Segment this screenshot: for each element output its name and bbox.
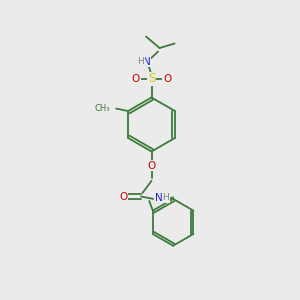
Text: N: N: [143, 57, 151, 67]
Text: H: H: [137, 57, 144, 66]
Text: O: O: [147, 161, 156, 171]
Text: O: O: [119, 191, 128, 202]
Text: O: O: [163, 74, 171, 84]
Text: O: O: [132, 74, 140, 84]
Text: CH₃: CH₃: [94, 104, 110, 113]
Text: H: H: [163, 193, 169, 202]
Text: S: S: [148, 72, 155, 86]
Text: N: N: [155, 193, 163, 203]
